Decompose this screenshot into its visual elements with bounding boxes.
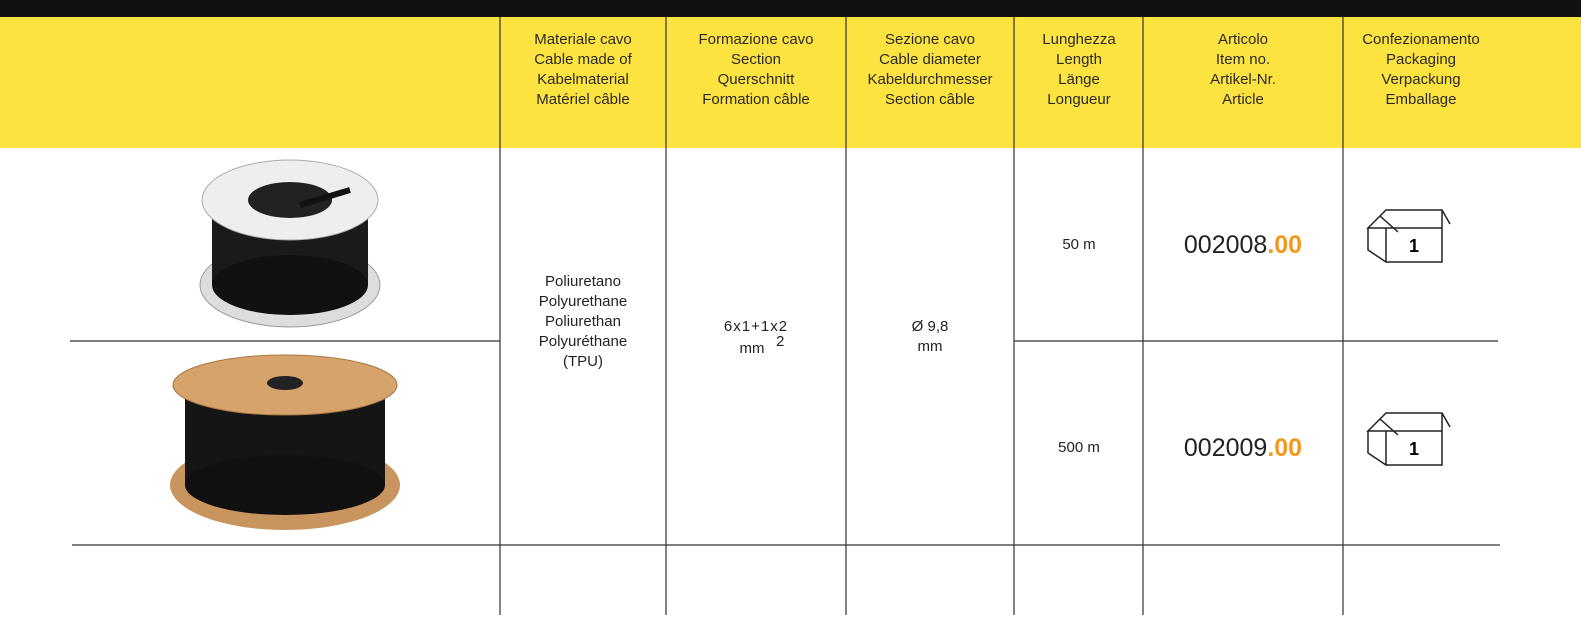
header-text: Kabelmaterial xyxy=(537,71,629,88)
formation-exponent: 2 xyxy=(776,333,784,350)
header-text: Lunghezza xyxy=(1042,31,1116,48)
header-band xyxy=(0,17,1581,148)
formation-unit: mm xyxy=(740,340,765,357)
item-code: 002009 xyxy=(1184,434,1267,462)
packaging-box xyxy=(1366,412,1451,466)
diameter-text: mm xyxy=(918,338,943,355)
material-text: Polyuréthane xyxy=(539,333,627,350)
header-text: Verpackung xyxy=(1381,71,1460,88)
material-text: Polyurethane xyxy=(539,293,627,310)
diameter-text: Ø 9,8 xyxy=(912,318,949,335)
top-band xyxy=(0,0,1581,17)
header-text: Longueur xyxy=(1047,91,1110,108)
header-text: Item no. xyxy=(1216,51,1270,68)
material-text: Poliurethan xyxy=(545,313,621,330)
header-text: Packaging xyxy=(1386,51,1456,68)
header-text: Länge xyxy=(1058,71,1100,88)
material-text: Poliuretano xyxy=(545,273,621,290)
header-text: Sezione cavo xyxy=(885,31,975,48)
header-text: Kabeldurchmesser xyxy=(867,71,992,88)
header-text: Formation câble xyxy=(702,91,810,108)
item-number: 002009.00 xyxy=(1184,434,1302,462)
header-text: Emballage xyxy=(1386,91,1457,108)
header-text: Cable made of xyxy=(534,51,632,68)
header-text: Cable diameter xyxy=(879,51,981,68)
header-text: Confezionamento xyxy=(1362,31,1480,48)
packaging-box xyxy=(1366,209,1451,263)
item-suffix: .00 xyxy=(1267,231,1302,259)
reel-image-2 xyxy=(170,354,400,530)
item-number: 002008.00 xyxy=(1184,231,1302,259)
header-text: Artikel-Nr. xyxy=(1210,71,1276,88)
header-text: Formazione cavo xyxy=(698,31,813,48)
length: 500 m xyxy=(1058,439,1100,456)
header-text: Materiale cavo xyxy=(534,31,632,48)
header-text: Articolo xyxy=(1218,31,1268,48)
header-text: Length xyxy=(1056,51,1102,68)
header-text: Article xyxy=(1222,91,1264,108)
material-text: (TPU) xyxy=(563,353,603,370)
length: 50 m xyxy=(1062,236,1095,253)
header-text: Section câble xyxy=(885,91,975,108)
packaging-count: 1 xyxy=(1409,439,1419,459)
item-code: 002008 xyxy=(1184,231,1267,259)
packaging-count: 1 xyxy=(1409,236,1419,256)
header-text: Section xyxy=(731,51,781,68)
grid xyxy=(70,17,1500,615)
header-text: Querschnitt xyxy=(718,71,796,88)
formation-value: 6x1+1x2 xyxy=(724,318,788,335)
header-text: Matériel câble xyxy=(536,91,629,108)
item-suffix: .00 xyxy=(1267,434,1302,462)
reel-image-1 xyxy=(199,159,381,328)
